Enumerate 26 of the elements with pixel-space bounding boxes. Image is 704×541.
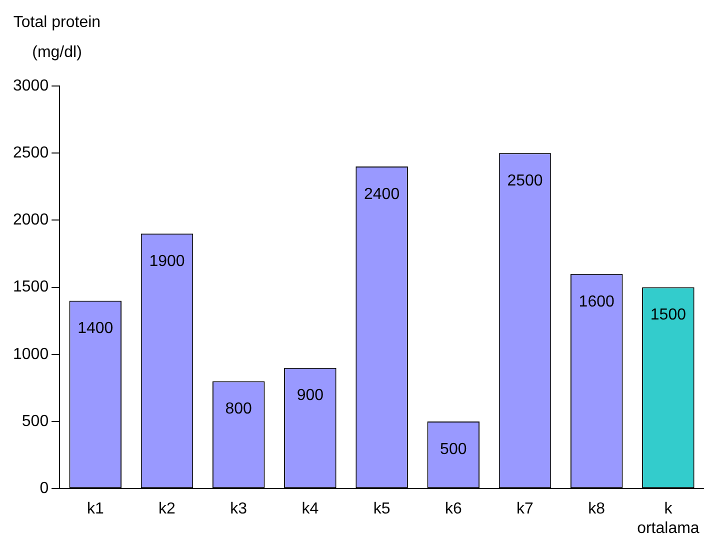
x-tick-label: k6 (444, 500, 462, 518)
data-label: 900 (296, 387, 324, 404)
x-tick-label: k ortalama (637, 500, 700, 537)
data-label: 1400 (78, 320, 114, 338)
x-tick-label: k5 (373, 500, 390, 518)
y-tick-label: 2500 (13, 144, 49, 162)
data-label: 2400 (364, 186, 400, 203)
x-tick-label: k4 (302, 500, 319, 518)
x-tick-label: k2 (158, 500, 176, 518)
data-label: 1600 (578, 293, 614, 310)
data-label: 800 (225, 400, 252, 418)
y-tick-label: 1000 (13, 346, 49, 363)
data-label: 1900 (149, 253, 185, 270)
data-label: 500 (440, 440, 467, 458)
x-tick-label: k7 (516, 500, 534, 518)
x-tick-label: k3 (230, 500, 248, 518)
data-label: 2500 (507, 172, 543, 190)
y-tick-label: 500 (22, 412, 49, 430)
y-tick-label: 0 (40, 480, 49, 498)
y-tick-label: 1500 (13, 278, 49, 296)
x-tick-label: k1 (86, 500, 104, 518)
data-label: 1500 (650, 306, 686, 324)
y-axis-title: Total protein (mg/dl) (12, 13, 102, 63)
y-tick-label: 2000 (13, 212, 49, 229)
y-tick-label: 3000 (13, 77, 49, 94)
x-tick-label: k8 (588, 500, 606, 518)
